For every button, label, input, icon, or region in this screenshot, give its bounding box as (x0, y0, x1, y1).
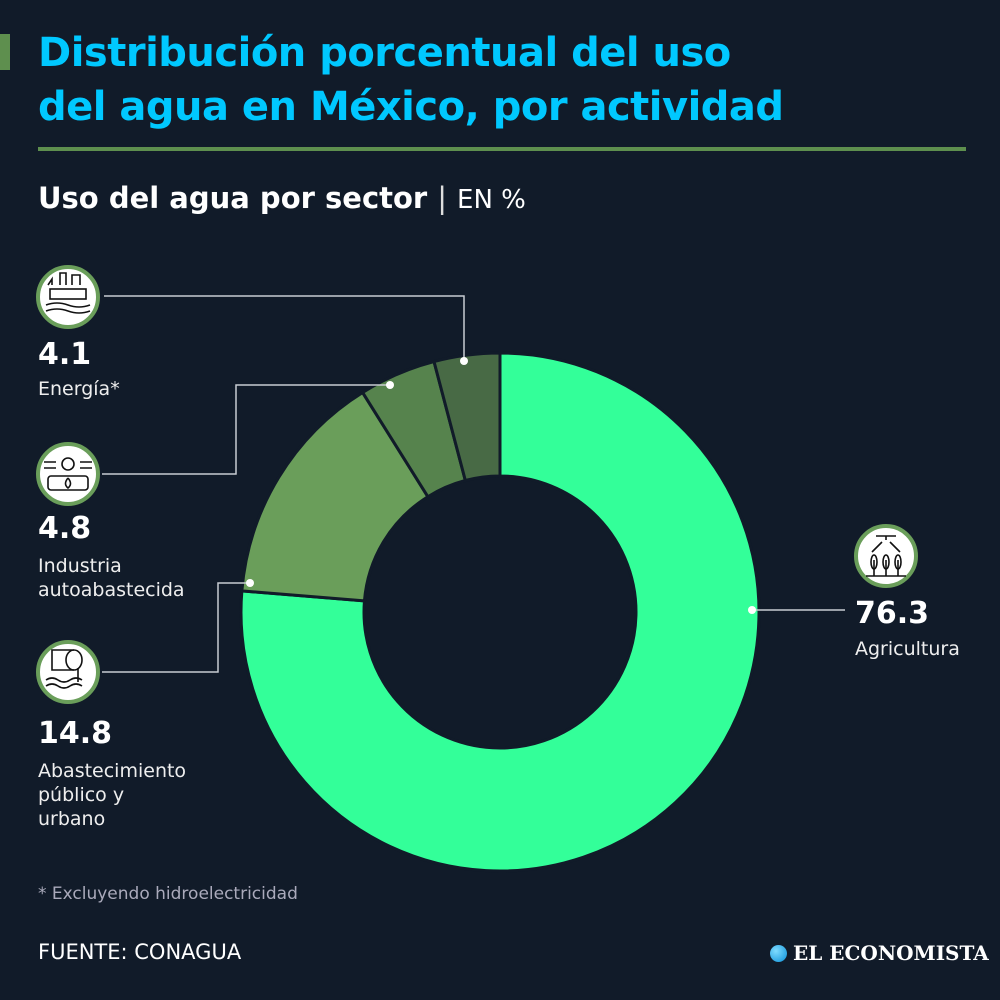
logo-text: EL ECONOMISTA (793, 941, 989, 965)
leader-line-energia (104, 295, 465, 361)
footnote: * Excluyendo hidroelectricidad (38, 884, 298, 904)
leader-dot-agricultura (748, 606, 756, 614)
leader-line-industria (102, 384, 390, 475)
divider (38, 147, 966, 151)
value-label-agricultura: 76.3 (855, 596, 930, 631)
title-line-1: Distribución porcentual del uso (38, 30, 731, 76)
chart-subtitle: Uso del agua por sector | EN % (38, 178, 526, 220)
industry-gears-icon (36, 442, 100, 506)
subtitle-separator: | (437, 181, 448, 215)
leader-dot-industria (386, 381, 394, 389)
slice-agricultura (239, 351, 761, 873)
water-pipe-icon (36, 640, 100, 704)
source: FUENTE: CONAGUA (38, 940, 242, 964)
leader-dot-energia (460, 357, 468, 365)
category-label-abastecimiento: Abastecimiento público y urbano (38, 760, 187, 830)
value-label-energia: 4.1 (38, 337, 92, 372)
slice-energia (432, 351, 502, 483)
unit-label: EN % (457, 185, 526, 215)
category-label-agricultura: Agricultura (855, 638, 960, 660)
title-line-2: del agua en México, por actividad (38, 84, 784, 130)
value-label-abastecimiento: 14.8 (38, 716, 113, 751)
logo: EL ECONOMISTA (770, 941, 989, 965)
irrigation-crops-icon (854, 524, 918, 588)
page-title: Distribución porcentual del uso del agua… (38, 26, 784, 134)
value-label-industria: 4.8 (38, 511, 92, 546)
globe-icon (770, 944, 787, 962)
category-label-energia: Energía* (38, 378, 120, 400)
power-plant-icon (36, 265, 100, 329)
leader-dot-abastecimiento (246, 579, 254, 587)
accent-bar (0, 34, 10, 70)
subtitle-text: Uso del agua por sector (38, 181, 428, 215)
category-label-industria: Industria autoabastecida (38, 555, 185, 601)
leader-line-abastecimiento (102, 582, 250, 673)
